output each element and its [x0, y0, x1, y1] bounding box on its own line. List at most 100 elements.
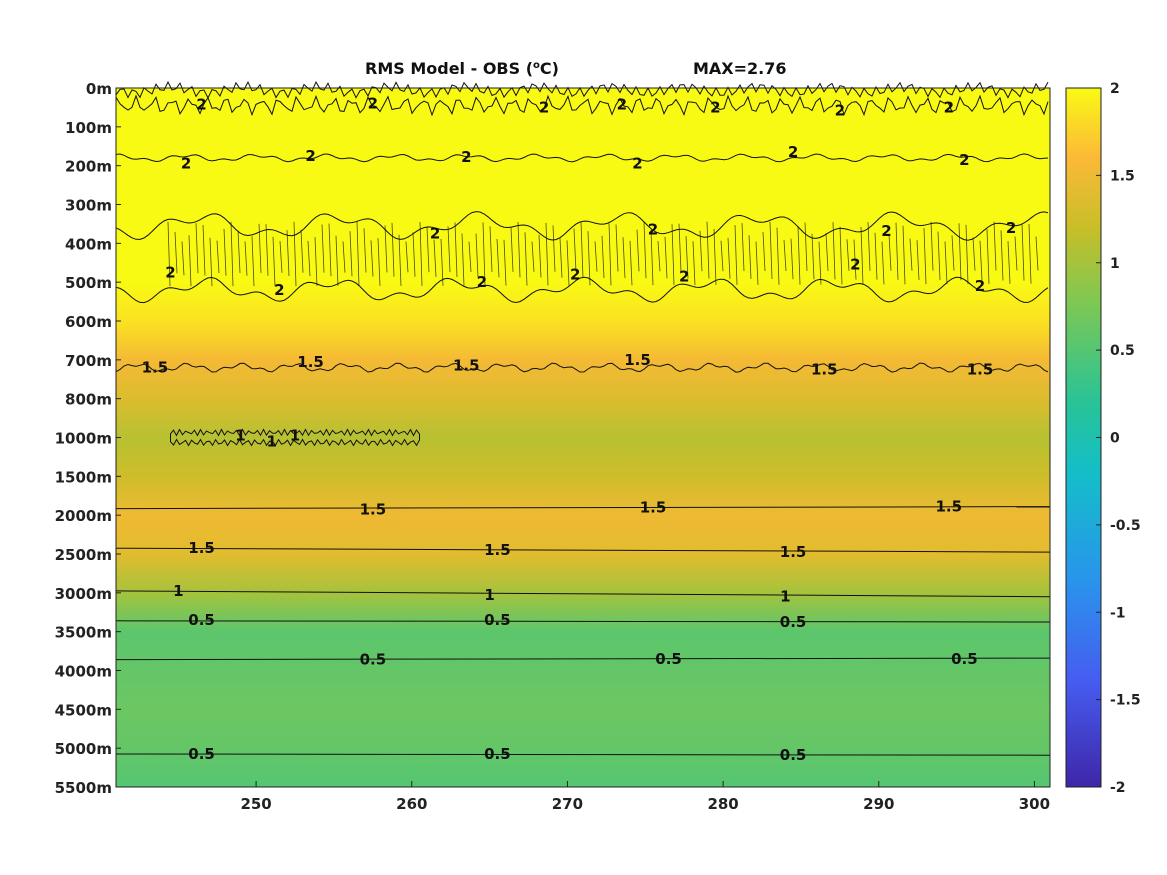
- contour-label: 1.5: [297, 353, 324, 371]
- contour-label: 1.5: [780, 543, 807, 561]
- contour-label: 2: [539, 98, 549, 116]
- contour-label: 1: [266, 432, 276, 450]
- y-tick-label: 200m: [65, 158, 112, 176]
- y-tick-label: 5500m: [55, 779, 112, 797]
- y-tick-label: 3500m: [55, 624, 112, 642]
- contour-label: 2: [632, 155, 642, 173]
- contour-line: [115, 547, 1051, 553]
- contour-label: 1.5: [142, 359, 169, 377]
- contour-label: 2: [959, 151, 969, 169]
- contour-label: 2: [477, 273, 487, 291]
- y-tick-label: 1500m: [55, 468, 112, 486]
- contour-label: 2: [881, 222, 891, 240]
- contour-label: 2: [274, 281, 284, 299]
- y-tick-label: 2000m: [55, 507, 112, 525]
- contour-line: [115, 753, 1051, 756]
- colorbar: [1065, 87, 1102, 788]
- colorbar-tick-label: -0.5: [1110, 518, 1141, 534]
- contour-label: 0.5: [484, 745, 511, 763]
- y-tick-label: 4000m: [55, 663, 112, 681]
- contour-line: [115, 153, 1049, 163]
- contour-label: 1: [780, 588, 790, 606]
- contour-line: [115, 590, 1051, 598]
- contour-line: [115, 657, 1051, 661]
- x-tick-label: 250: [240, 795, 271, 813]
- y-tick-label: 800m: [65, 391, 112, 409]
- x-tick-label: 290: [863, 795, 894, 813]
- contour-label: 0.5: [780, 613, 807, 631]
- chart-title: RMS Model - OBS (oC): [365, 59, 559, 78]
- contour-label: 1.5: [453, 357, 480, 375]
- colorbar-tick-label: 0: [1110, 431, 1120, 447]
- contour-spikes: [167, 221, 1039, 287]
- x-tick-label: 300: [1019, 795, 1050, 813]
- contour-label: 0.5: [655, 650, 682, 668]
- contour-label: 1: [235, 427, 245, 445]
- contour-label: 0.5: [360, 651, 387, 669]
- colorbar-tick-label: -1: [1110, 605, 1126, 621]
- y-tick-label: 700m: [65, 352, 112, 370]
- contour-label: 2: [788, 143, 798, 161]
- contour-label: 1: [484, 586, 494, 604]
- contour-label: 2: [1006, 219, 1016, 237]
- contour-label: 1: [173, 582, 183, 600]
- contour-label: 1.5: [811, 361, 838, 379]
- contour-label: 2: [835, 102, 845, 120]
- contour-label: 2: [710, 98, 720, 116]
- heatmap-field: [116, 88, 1050, 787]
- colorbar-tick-label: -1.5: [1110, 693, 1141, 709]
- contour-label: 2: [648, 221, 658, 239]
- contour-label: 2: [617, 95, 627, 113]
- y-tick-label: 500m: [65, 274, 112, 292]
- colorbar-tick-label: 1.5: [1110, 168, 1135, 184]
- chart-title-suffix: C): [539, 59, 559, 78]
- contour-label: 2: [570, 265, 580, 283]
- contour-label: 0.5: [484, 611, 511, 629]
- y-tick-label: 5000m: [55, 740, 112, 758]
- y-tick-label: 4500m: [55, 701, 112, 719]
- x-tick-label: 280: [707, 795, 738, 813]
- contour-label: 0.5: [188, 611, 215, 629]
- y-tick-label: 2500m: [55, 546, 112, 564]
- colorbar-tick-label: 1: [1110, 256, 1120, 272]
- contour-label: 2: [196, 95, 206, 113]
- contour-label: 1: [290, 427, 300, 445]
- max-value-label: MAX=2.76: [693, 59, 787, 78]
- contour-label: 2: [679, 267, 689, 285]
- contour-label: 0.5: [951, 650, 978, 668]
- contour-label: 2: [368, 95, 378, 113]
- contour-label: 1.5: [360, 500, 387, 518]
- contour-label: 2: [975, 277, 985, 295]
- contour-line: [115, 276, 1049, 304]
- y-tick-label: 3000m: [55, 585, 112, 603]
- contour-label: 2: [305, 147, 315, 165]
- contour-label: 1.5: [484, 541, 511, 559]
- contour-label: 0.5: [780, 746, 807, 764]
- contour-label: 1.5: [936, 498, 963, 516]
- contour-label: 1.5: [624, 351, 651, 369]
- colorbar-tick-label: -2: [1110, 780, 1126, 796]
- contour-line: [115, 211, 1049, 241]
- contour-label: 1.5: [640, 498, 667, 516]
- contour-label: 0.5: [188, 745, 215, 763]
- x-tick-label: 270: [552, 795, 583, 813]
- contour-line: [115, 506, 1051, 510]
- contour-label: 2: [181, 155, 191, 173]
- colorbar-tick-label: 0.5: [1110, 343, 1135, 359]
- contour-line: [115, 94, 1049, 117]
- x-tick-label: 260: [396, 795, 427, 813]
- y-tick-label: 1000m: [55, 430, 112, 448]
- contour-label: 1.5: [967, 361, 994, 379]
- contour-label: 1.5: [188, 539, 215, 557]
- y-tick-label: 400m: [65, 235, 112, 253]
- y-tick-label: 600m: [65, 313, 112, 331]
- contour-label: 2: [944, 98, 954, 116]
- contour-label: 2: [430, 225, 440, 243]
- y-tick-label: 100m: [65, 119, 112, 137]
- contour-line: [115, 362, 1049, 373]
- contour-label: 2: [850, 256, 860, 274]
- contour-line: [115, 620, 1051, 623]
- chart-title-superscript: o: [533, 60, 540, 71]
- contour-loop: [169, 428, 421, 447]
- y-tick-label: 300m: [65, 197, 112, 215]
